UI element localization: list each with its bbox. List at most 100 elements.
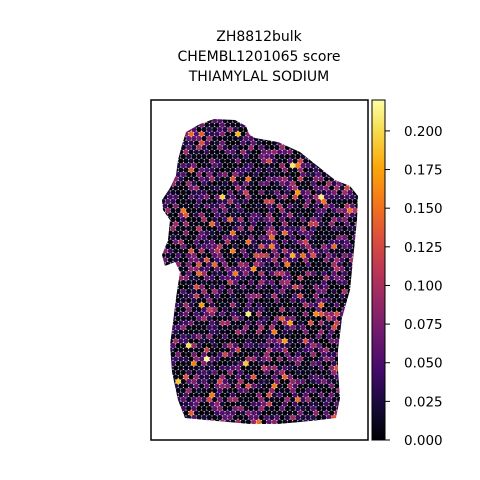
spot: [295, 270, 301, 277]
spot: [222, 225, 228, 232]
spot: [297, 230, 303, 236]
spot: [243, 225, 249, 232]
spot: [316, 396, 322, 403]
spot: [243, 162, 249, 169]
spot: [188, 392, 194, 398]
spot: [287, 329, 293, 335]
spot: [316, 171, 322, 178]
spot: [196, 144, 202, 151]
spot: [225, 329, 231, 335]
spot: [347, 252, 353, 259]
spot: [243, 405, 249, 412]
spot: [248, 162, 254, 169]
spot: [204, 266, 210, 272]
spot: [253, 180, 259, 187]
spot: [212, 153, 218, 160]
spot: [209, 410, 215, 416]
spot: [258, 360, 264, 367]
spot: [269, 414, 275, 421]
spot: [245, 167, 251, 173]
spot: [230, 401, 236, 407]
spot: [186, 333, 192, 340]
spot: [214, 140, 220, 146]
spot: [277, 347, 283, 353]
spot: [339, 239, 345, 245]
spot: [196, 189, 202, 196]
spot: [251, 203, 257, 209]
spot: [269, 207, 275, 214]
spot: [305, 162, 311, 169]
colorbar-tick-label: 0.125: [404, 240, 443, 256]
spot: [279, 189, 285, 196]
spot: [318, 293, 324, 299]
spot: [248, 216, 254, 223]
spot: [297, 410, 303, 416]
spot: [318, 230, 324, 236]
spot: [238, 288, 244, 295]
spot: [251, 419, 257, 424]
spot: [261, 365, 267, 371]
spot: [175, 216, 181, 223]
spot: [292, 230, 298, 236]
colorbar-tick-label: 0.075: [404, 317, 443, 333]
spot: [217, 243, 223, 250]
spot: [186, 369, 192, 376]
spot: [336, 225, 342, 232]
spot: [305, 207, 311, 214]
spot: [287, 320, 293, 326]
spot: [310, 297, 316, 304]
spot: [175, 387, 181, 394]
spot: [238, 279, 244, 286]
spot: [339, 212, 345, 218]
spot: [256, 410, 262, 416]
spot: [180, 261, 186, 268]
spot: [271, 293, 277, 299]
spot: [331, 315, 337, 322]
spot: [204, 140, 210, 146]
spot: [209, 203, 215, 209]
spot: [282, 275, 288, 281]
spot: [227, 153, 233, 160]
spot: [305, 351, 311, 358]
spot: [196, 234, 202, 241]
spot: [297, 383, 303, 389]
spot: [212, 369, 218, 376]
spot: [219, 293, 225, 299]
spot: [279, 288, 285, 295]
spot: [258, 243, 264, 250]
spot: [308, 329, 314, 335]
spot: [243, 315, 249, 322]
spot: [261, 194, 267, 200]
spot: [269, 225, 275, 232]
spot: [274, 243, 280, 250]
spot: [191, 162, 197, 169]
spot: [256, 149, 262, 155]
spot: [300, 405, 306, 412]
spot: [199, 347, 205, 353]
spot: [227, 279, 233, 286]
spot: [204, 248, 210, 254]
spot: [209, 284, 215, 290]
spot: [261, 257, 267, 263]
spot: [178, 221, 184, 227]
spot: [271, 356, 277, 362]
spot: [245, 293, 251, 299]
spot: [256, 266, 262, 272]
spot: [282, 257, 288, 263]
spot: [199, 365, 205, 371]
spot: [186, 189, 192, 196]
spot: [248, 369, 254, 376]
spot: [188, 338, 194, 344]
spot: [214, 239, 220, 245]
spot: [193, 311, 199, 317]
spot: [178, 329, 184, 335]
spot: [352, 207, 358, 214]
spot: [222, 234, 228, 241]
spot: [310, 387, 316, 394]
spot: [251, 293, 257, 299]
spot: [162, 203, 168, 209]
spot: [167, 194, 173, 200]
spot: [248, 135, 254, 142]
spot: [193, 158, 199, 164]
spot: [279, 387, 285, 394]
